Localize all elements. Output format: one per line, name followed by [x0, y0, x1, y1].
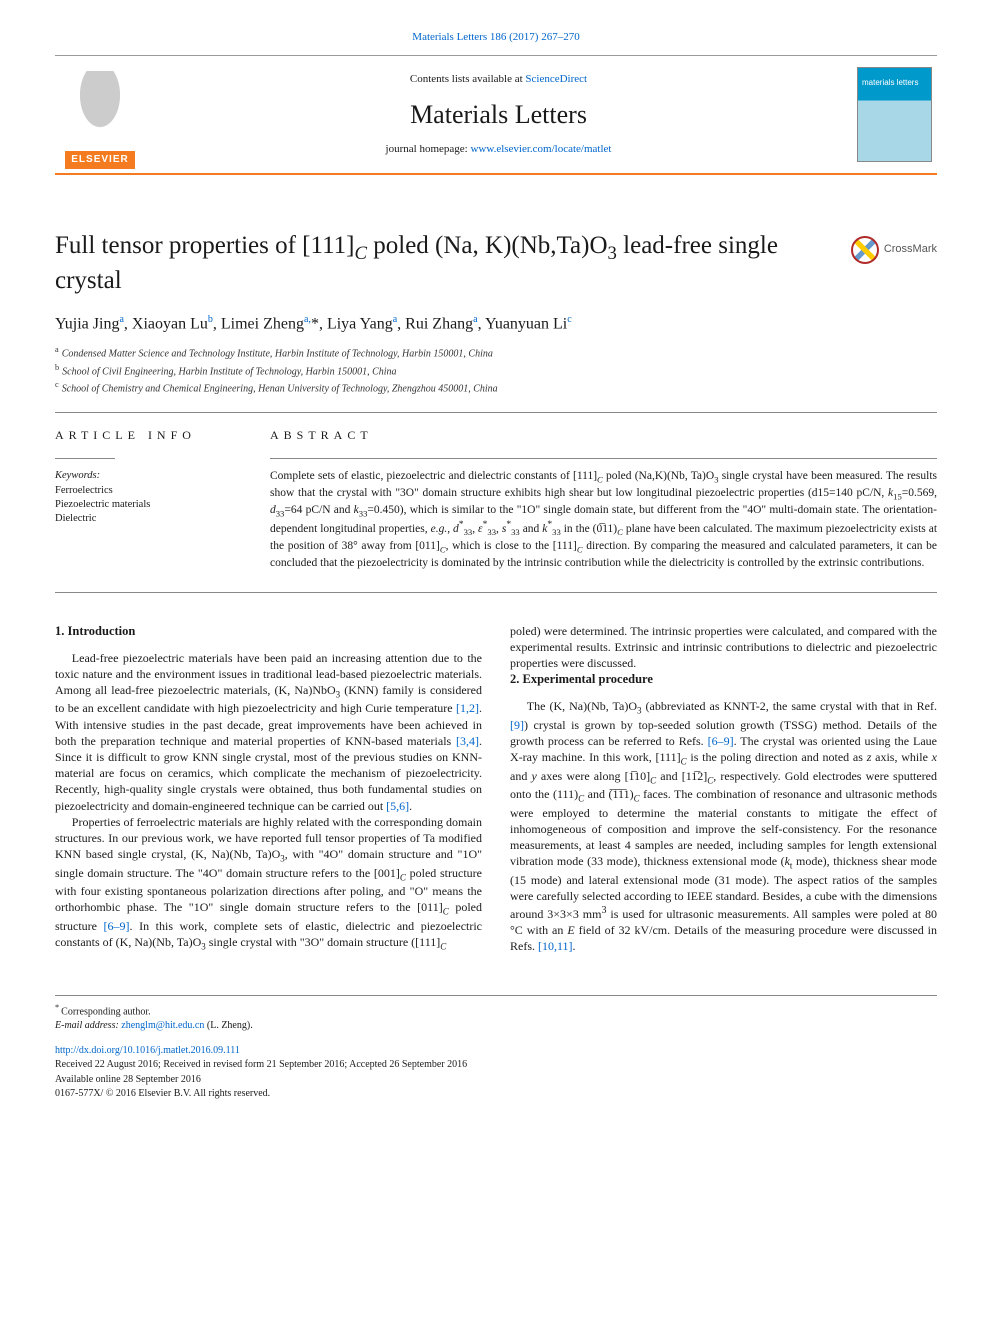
crossmark-icon	[851, 236, 879, 264]
abstract-text: Complete sets of elastic, piezoelectric …	[270, 469, 937, 572]
col2-continuation: poled) were determined. The intrinsic pr…	[510, 623, 937, 672]
homepage-link[interactable]: www.elsevier.com/locate/matlet	[470, 143, 611, 155]
email-suffix: (L. Zheng).	[204, 1020, 252, 1031]
sciencedirect-link[interactable]: ScienceDirect	[525, 73, 587, 85]
keywords-list: Ferroelectrics Piezoelectric materials D…	[55, 484, 252, 527]
corresponding-author-line: *Corresponding author.	[55, 1002, 937, 1020]
section-heading-experimental: 2. Experimental procedure	[510, 671, 937, 688]
journal-name: Materials Letters	[145, 97, 852, 132]
keyword-item: Piezoelectric materials	[55, 498, 252, 512]
section-heading-intro: 1. Introduction	[55, 623, 482, 640]
article-info-column: ARTICLE INFO Keywords: Ferroelectrics Pi…	[55, 413, 270, 591]
affiliation-b: bSchool of Civil Engineering, Harbin Ins…	[55, 362, 937, 379]
journal-homepage-line: journal homepage: www.elsevier.com/locat…	[145, 142, 852, 157]
experimental-paragraph-1: The (K, Na)(Nb, Ta)O3 (abbreviated as KN…	[510, 698, 937, 955]
affiliation-a: aCondensed Matter Science and Technology…	[55, 344, 937, 361]
contents-available-line: Contents lists available at ScienceDirec…	[145, 72, 852, 87]
contents-prefix: Contents lists available at	[410, 73, 525, 85]
body-two-column: 1. Introduction Lead-free piezoelectric …	[55, 623, 937, 955]
keyword-item: Ferroelectrics	[55, 484, 252, 498]
info-abstract-row: ARTICLE INFO Keywords: Ferroelectrics Pi…	[55, 412, 937, 592]
affiliations-block: aCondensed Matter Science and Technology…	[55, 344, 937, 396]
abstract-heading: ABSTRACT	[270, 427, 937, 443]
cover-image	[857, 67, 932, 162]
elsevier-wordmark: ELSEVIER	[65, 151, 134, 169]
authors-line: Yujia Jinga, Xiaoyan Lub, Limei Zhenga,*…	[55, 313, 937, 335]
affiliation-c: cSchool of Chemistry and Chemical Engine…	[55, 379, 937, 396]
email-line: E-mail address: zhenglm@hit.edu.cn (L. Z…	[55, 1019, 937, 1034]
citation-header: Materials Letters 186 (2017) 267–270	[55, 30, 937, 45]
keyword-item: Dielectric	[55, 512, 252, 526]
journal-cover-thumbnail	[852, 56, 937, 173]
history-line: Received 22 August 2016; Received in rev…	[55, 1058, 937, 1073]
homepage-prefix: journal homepage:	[386, 143, 471, 155]
citation-link[interactable]: Materials Letters 186 (2017) 267–270	[412, 31, 579, 43]
keywords-label: Keywords:	[55, 469, 252, 483]
header-center: Contents lists available at ScienceDirec…	[145, 56, 852, 173]
title-block: Full tensor properties of [111]C poled (…	[55, 230, 937, 297]
doi-line: http://dx.doi.org/10.1016/j.matlet.2016.…	[55, 1044, 937, 1059]
elsevier-tree-icon	[65, 71, 135, 151]
article-title: Full tensor properties of [111]C poled (…	[55, 230, 937, 297]
article-info-heading: ARTICLE INFO	[55, 427, 252, 443]
doi-link[interactable]: http://dx.doi.org/10.1016/j.matlet.2016.…	[55, 1045, 240, 1056]
publisher-logo: ELSEVIER	[55, 56, 145, 173]
intro-paragraph-2: Properties of ferroelectric materials ar…	[55, 814, 482, 953]
copyright-line: 0167-577X/ © 2016 Elsevier B.V. All righ…	[55, 1087, 937, 1102]
page-footer: *Corresponding author. E-mail address: z…	[55, 995, 937, 1102]
journal-header-band: ELSEVIER Contents lists available at Sci…	[55, 55, 937, 175]
email-label: E-mail address:	[55, 1020, 121, 1031]
crossmark-label: CrossMark	[884, 242, 937, 257]
intro-paragraph-1: Lead-free piezoelectric materials have b…	[55, 650, 482, 814]
corresponding-email-link[interactable]: zhenglm@hit.edu.cn	[121, 1020, 204, 1031]
available-online-line: Available online 28 September 2016	[55, 1073, 937, 1088]
crossmark-badge[interactable]: CrossMark	[851, 236, 937, 264]
abstract-column: ABSTRACT Complete sets of elastic, piezo…	[270, 413, 937, 591]
